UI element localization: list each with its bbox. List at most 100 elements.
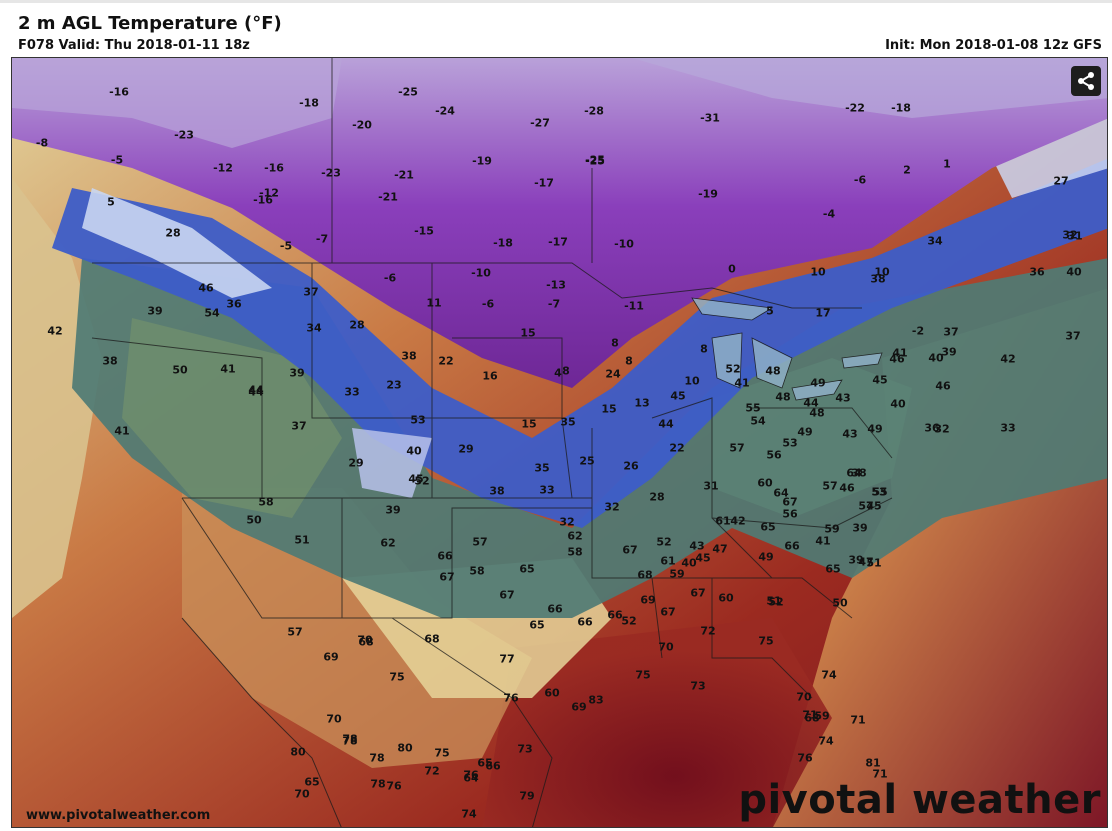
temperature-value: 40 [890,397,906,411]
temperature-value: 75 [635,668,651,682]
temperature-value: 39 [385,503,401,517]
temperature-value: -8 [35,136,49,150]
temperature-value: 57 [472,535,488,549]
temperature-value: 45 [670,389,686,403]
temperature-value: 75 [434,746,450,760]
temperature-value: 75 [758,634,774,648]
temperature-value: 67 [439,570,455,584]
temperature-value: 73 [517,742,533,756]
temperature-value: 56 [766,448,782,462]
temperature-value: 2 [903,163,911,177]
temperature-value: 67 [499,588,515,602]
temperature-value: 47 [712,542,728,556]
temperature-value: 22 [438,354,454,368]
temperature-value: 11 [426,296,442,310]
temperature-value: 51 [766,594,782,608]
temperature-value: -6 [481,297,495,311]
temperature-value: 36 [924,421,940,435]
temperature-value: 71 [802,708,818,722]
temperature-value: 74 [461,807,477,821]
temperature-value: 29 [348,456,364,470]
temperature-value: 36 [1029,265,1045,279]
temperature-value: 78 [342,732,358,746]
temperature-value: 80 [290,745,306,759]
temperature-value: 57 [729,441,745,455]
temperature-value: 46 [889,352,905,366]
temperature-value: 28 [649,490,665,504]
temperature-value: 55 [872,485,888,499]
temperature-value: 70 [294,787,310,801]
temperature-value: 59 [669,567,685,581]
temperature-value: 62 [380,536,396,550]
temperature-value: 46 [839,481,855,495]
temperature-value: 39 [848,553,864,567]
temperature-field [12,58,1107,827]
temperature-value: 66 [547,602,563,616]
temperature-value: 15 [601,402,617,416]
temperature-value: -18 [299,96,319,110]
temperature-value: 38 [102,354,118,368]
temperature-value: 38 [401,349,417,363]
temperature-value: 59 [824,522,840,536]
temperature-value: 33 [539,483,555,497]
temperature-value: 37 [943,325,959,339]
temperature-value: 61 [715,514,731,528]
temperature-map[interactable]: -16 -18 -25 -24 -28 -27 -31 -22 -18 -8 -23 -20 -5 -12… [11,57,1108,828]
temperature-value: 40 [681,556,697,570]
temperature-value: 43 [835,391,851,405]
temperature-value: 68 [358,635,374,649]
temperature-value: 78 [342,734,358,748]
temperature-value: 43 [689,539,705,553]
temperature-value: 76 [797,751,813,765]
temperature-value: 72 [424,764,440,778]
temperature-value: 77 [499,652,515,666]
temperature-value: -28 [584,104,604,118]
temperature-value: 50 [832,596,848,610]
temperature-value: 44 [248,385,264,399]
temperature-value: 5 [766,304,774,318]
temperature-value: 71 [872,767,888,781]
temperature-value: 33 [1000,421,1016,435]
temperature-value: 67 [660,605,676,619]
temperature-value: 42 [730,514,746,528]
temperature-value: 59 [814,709,830,723]
temperature-value: 49 [867,422,883,436]
temperature-value: 38 [489,484,505,498]
temperature-value: 36 [226,297,242,311]
temperature-value: 45 [408,472,424,486]
temperature-value: -7 [547,297,561,311]
temperature-value: -13 [546,278,566,292]
temperature-value: 41 [734,376,750,390]
temperature-value: 22 [669,441,685,455]
temperature-value: 56 [782,507,798,521]
temperature-value: 37 [1065,329,1081,343]
temperature-value: 45 [872,373,888,387]
temperature-value: 54 [204,306,220,320]
temperature-value: 1 [943,157,951,171]
temperature-value: 33 [344,385,360,399]
temperature-value: -12 [213,161,233,175]
temperature-value: 69 [571,700,587,714]
temperature-value: -12 [259,186,279,200]
temperature-value: 58 [258,495,274,509]
temperature-value: 38 [870,272,886,286]
temperature-value: 68 [804,711,820,725]
temperature-value: -5 [279,239,293,253]
temperature-value: 44 [248,383,264,397]
temperature-value: 35 [560,415,576,429]
temperature-value: 38 [851,466,867,480]
temperature-value: -25 [585,154,605,168]
temperature-value: -20 [352,118,372,132]
temperature-value: 10 [810,265,826,279]
temperature-value: 48 [809,406,825,420]
temperature-value: 37 [303,285,319,299]
temperature-value: 42 [1000,352,1016,366]
init-time: Init: Mon 2018-01-08 12z GFS [885,38,1102,53]
temperature-value: 51 [866,556,882,570]
share-button[interactable] [1071,66,1101,96]
temperature-value: 52 [725,362,741,376]
temperature-value: 46 [935,379,951,393]
temperature-value: -17 [548,235,568,249]
temperature-value: -2 [911,324,925,338]
temperature-value: 41 [114,424,130,438]
